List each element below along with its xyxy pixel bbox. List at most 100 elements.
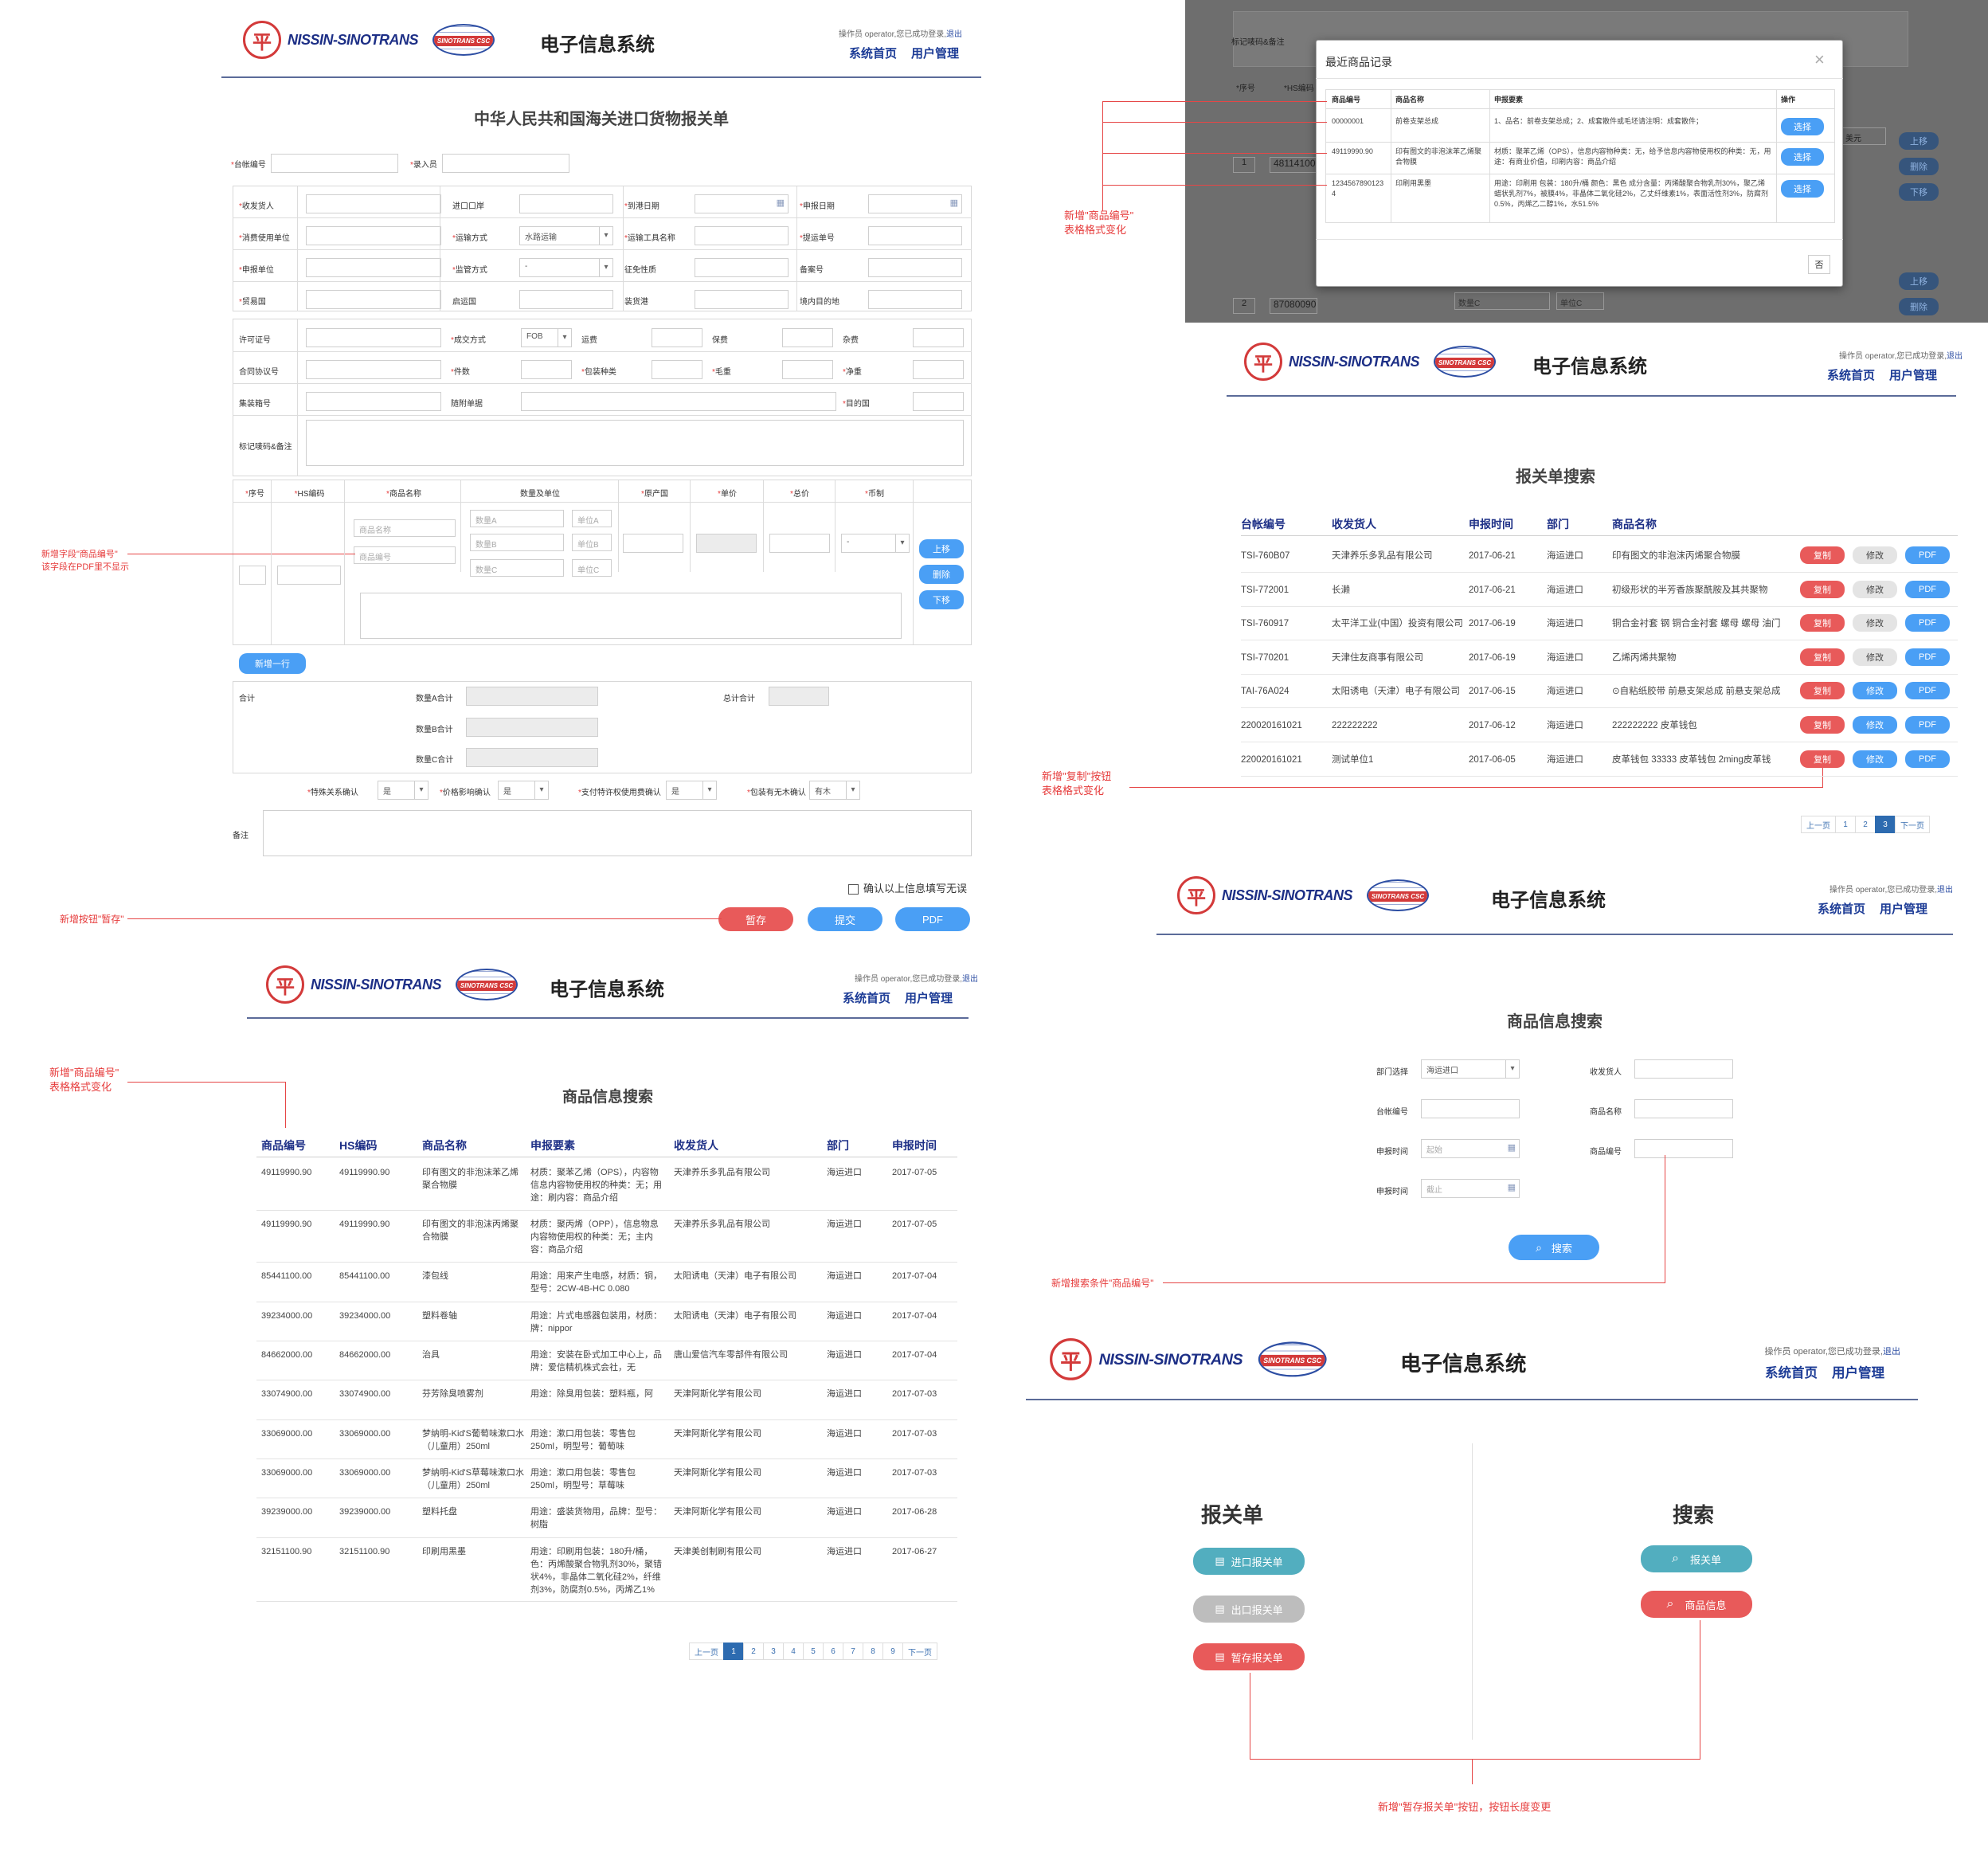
currency-select[interactable]: - — [841, 534, 910, 553]
goods-desc-input[interactable] — [360, 593, 902, 639]
nav-home[interactable]: 系统首页 — [849, 47, 898, 61]
unit-a-input[interactable]: 单位A — [572, 510, 612, 527]
confirm-checkbox[interactable]: 确认以上信息填写无误 — [848, 880, 967, 895]
edit-button[interactable]: 修改 — [1853, 682, 1897, 700]
confirm-select[interactable]: 有木 — [809, 781, 860, 800]
page-link[interactable]: 2 — [1855, 816, 1876, 833]
trade-input[interactable] — [521, 360, 572, 379]
select-button[interactable]: 选择 — [1781, 118, 1824, 135]
entry-user-input[interactable] — [442, 154, 569, 173]
edit-button[interactable]: 修改 — [1853, 614, 1897, 632]
field-input[interactable] — [306, 194, 441, 213]
pdf-row-button[interactable]: PDF — [1905, 716, 1950, 734]
origin-input[interactable] — [623, 534, 683, 553]
time-from-input[interactable]: 起始 — [1421, 1139, 1520, 1158]
page-link[interactable]: 2 — [743, 1643, 764, 1660]
export-declaration-button[interactable]: ▤ 出口报关单 — [1193, 1596, 1305, 1623]
copy-button[interactable]: 复制 — [1800, 716, 1845, 734]
page-link[interactable]: 上一页 — [1801, 816, 1836, 833]
close-icon[interactable]: × — [1814, 49, 1825, 69]
goods-code-input[interactable]: 商品编号 — [354, 546, 456, 564]
quantity-c-input[interactable]: 数量C — [470, 559, 564, 577]
logout-link[interactable]: 退出 — [1937, 886, 1953, 895]
deal-select[interactable]: FOB — [521, 328, 572, 347]
total-price-input[interactable] — [769, 534, 830, 553]
dept-select[interactable]: 海运进口 — [1421, 1059, 1520, 1079]
unit-c-input[interactable]: 单位C — [572, 559, 612, 577]
edit-button[interactable]: 修改 — [1853, 648, 1897, 666]
copy-button[interactable]: 复制 — [1800, 580, 1845, 598]
unit-price-input[interactable] — [696, 534, 757, 553]
page-link[interactable]: 5 — [803, 1643, 824, 1660]
edit-button[interactable]: 修改 — [1853, 546, 1897, 564]
quantity-b-input[interactable]: 数量B — [470, 534, 564, 551]
trade-input[interactable] — [306, 392, 441, 411]
page-link[interactable]: 1 — [723, 1643, 744, 1660]
ledger-input[interactable] — [271, 154, 398, 173]
field-input[interactable] — [868, 258, 962, 277]
move-down-button[interactable]: 下移 — [919, 590, 964, 609]
gname-input[interactable] — [1634, 1099, 1733, 1118]
submit-button[interactable]: 提交 — [808, 907, 882, 931]
nav-users[interactable]: 用户管理 — [905, 992, 953, 1005]
trade-input[interactable] — [306, 360, 441, 379]
confirm-select[interactable]: 是 — [666, 781, 717, 800]
pdf-row-button[interactable]: PDF — [1905, 546, 1950, 564]
nav-home[interactable]: 系统首页 — [843, 992, 891, 1005]
field-input[interactable]: - — [519, 258, 613, 277]
pdf-row-button[interactable]: PDF — [1905, 750, 1950, 768]
page-link[interactable]: 9 — [882, 1643, 903, 1660]
pdf-button[interactable]: PDF — [895, 907, 970, 931]
page-link[interactable]: 上一页 — [689, 1643, 724, 1660]
trade-input[interactable] — [782, 328, 833, 347]
note-input[interactable] — [263, 810, 972, 856]
pdf-row-button[interactable]: PDF — [1905, 648, 1950, 666]
remarks-input[interactable] — [306, 420, 964, 466]
shipper-input[interactable] — [1634, 1059, 1733, 1079]
edit-button[interactable]: 修改 — [1853, 750, 1897, 768]
field-input[interactable] — [306, 226, 441, 245]
trade-input[interactable] — [913, 360, 964, 379]
gcode-input[interactable] — [1634, 1139, 1733, 1158]
nav-users[interactable]: 用户管理 — [1889, 369, 1938, 382]
copy-button[interactable]: 复制 — [1800, 750, 1845, 768]
field-input[interactable] — [519, 194, 613, 213]
saved-declaration-button[interactable]: ▤ 暂存报关单 — [1193, 1643, 1305, 1670]
pdf-row-button[interactable]: PDF — [1905, 580, 1950, 598]
ledger-search-input[interactable] — [1421, 1099, 1520, 1118]
nav-users[interactable]: 用户管理 — [911, 47, 960, 61]
save-draft-button[interactable]: 暂存 — [718, 907, 793, 931]
time-to-input[interactable]: 截止 — [1421, 1179, 1520, 1198]
logout-link[interactable]: 退出 — [946, 30, 962, 39]
field-input[interactable] — [695, 290, 789, 309]
logout-link[interactable]: 退出 — [1947, 352, 1963, 361]
pdf-row-button[interactable]: PDF — [1905, 682, 1950, 700]
field-input[interactable] — [695, 226, 789, 245]
copy-button[interactable]: 复制 — [1800, 546, 1845, 564]
nav-home[interactable]: 系统首页 — [1827, 369, 1876, 382]
logout-link[interactable]: 退出 — [962, 975, 978, 984]
trade-input[interactable] — [306, 328, 441, 347]
nav-users[interactable]: 用户管理 — [1832, 1366, 1884, 1380]
delete-row-button[interactable]: 删除 — [919, 565, 964, 584]
seq-input[interactable] — [239, 566, 266, 585]
field-input[interactable] — [868, 226, 962, 245]
page-link[interactable]: 6 — [823, 1643, 843, 1660]
goods-search-button[interactable]: ⌕ 搜索 — [1509, 1235, 1599, 1260]
goods-name-input[interactable]: 商品名称 — [354, 519, 456, 537]
confirm-select[interactable]: 是 — [378, 781, 429, 800]
page-link[interactable]: 7 — [843, 1643, 863, 1660]
page-link[interactable]: 3 — [1875, 816, 1896, 833]
checkbox-icon[interactable] — [848, 884, 859, 895]
declaration-search-button[interactable]: ⌕ 报关单 — [1641, 1545, 1752, 1572]
logout-link[interactable]: 退出 — [1883, 1347, 1900, 1357]
trade-input[interactable] — [913, 392, 964, 411]
trade-input[interactable] — [521, 392, 836, 411]
copy-button[interactable]: 复制 — [1800, 648, 1845, 666]
trade-input[interactable] — [782, 360, 833, 379]
page-link[interactable]: 8 — [863, 1643, 883, 1660]
copy-button[interactable]: 复制 — [1800, 682, 1845, 700]
modal-cancel-button[interactable]: 否 — [1808, 255, 1830, 274]
page-link[interactable]: 下一页 — [1895, 816, 1930, 833]
trade-input[interactable] — [652, 360, 702, 379]
